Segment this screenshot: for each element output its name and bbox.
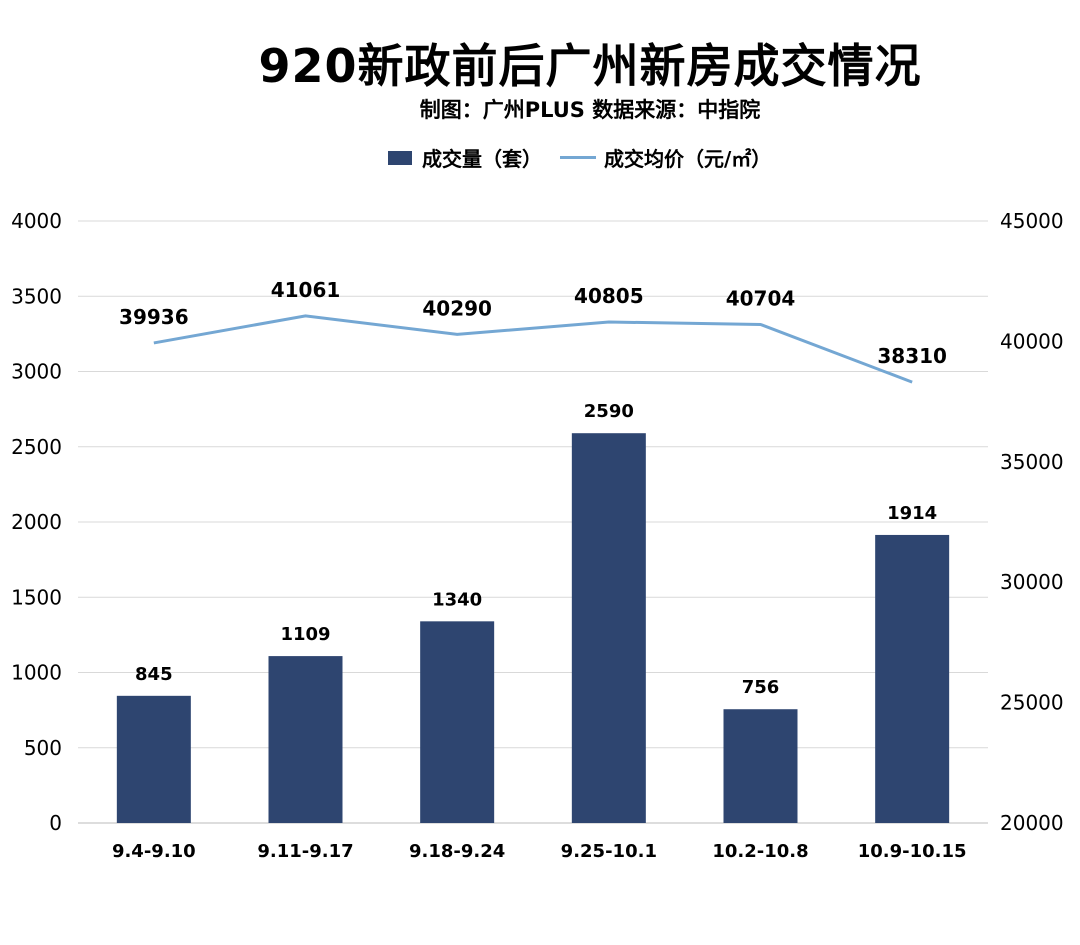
legend: 成交量（套） 成交均价（元/㎡） (388, 143, 771, 172)
line-data-label: 39936 (119, 305, 189, 329)
bar (723, 709, 798, 823)
legend-swatch-bar (388, 150, 412, 165)
left-tick-label: 4000 (11, 209, 62, 233)
line-data-label: 40704 (726, 286, 796, 310)
price-line (153, 314, 913, 384)
left-tick-label: 3500 (11, 284, 62, 308)
bar (420, 621, 495, 823)
x-tick-label: 9.18-9.24 (409, 841, 505, 862)
left-tick-label: 500 (24, 736, 62, 760)
left-tick-label: 1000 (11, 661, 62, 685)
bar (571, 433, 646, 823)
right-tick-label: 40000 (1000, 329, 1064, 353)
x-tick-label: 9.11-9.17 (257, 841, 353, 862)
left-tick-label: 1500 (11, 585, 62, 609)
bar (116, 695, 191, 823)
x-tick-label: 10.2-10.8 (712, 841, 808, 862)
bar (875, 534, 950, 823)
bar-data-label: 756 (742, 677, 780, 698)
right-tick-label: 45000 (1000, 209, 1064, 233)
bar-data-label: 2590 (584, 401, 634, 422)
chart-subtitle: 制图：广州PLUS 数据来源：中指院 (419, 98, 761, 122)
line-data-label: 40805 (574, 284, 644, 308)
right-tick-label: 30000 (1000, 570, 1064, 594)
chart-title: 920新政前后广州新房成交情况 (258, 39, 922, 93)
left-tick-label: 3000 (11, 360, 62, 384)
x-tick-label: 9.25-10.1 (561, 841, 657, 862)
line-data-label: 41061 (271, 278, 341, 302)
legend-label-volume: 成交量（套） (422, 147, 542, 171)
legend-label-price: 成交均价（元/㎡） (604, 147, 772, 171)
line-data-label: 38310 (877, 344, 947, 368)
left-tick-label: 2500 (11, 435, 62, 459)
x-tick-label: 9.4-9.10 (112, 841, 196, 862)
x-tick-label: 10.9-10.15 (858, 841, 967, 862)
bar-data-label: 1109 (280, 624, 330, 645)
bar-data-label: 1340 (432, 589, 482, 610)
right-tick-label: 25000 (1000, 691, 1064, 715)
legend-swatch-line (560, 156, 596, 159)
right-tick-label: 35000 (1000, 450, 1064, 474)
left-tick-label: 2000 (11, 510, 62, 534)
left-tick-label: 0 (49, 811, 62, 835)
bar-data-label: 845 (135, 664, 173, 685)
bar-data-label: 1914 (887, 503, 937, 524)
right-tick-label: 20000 (1000, 811, 1064, 835)
line-data-label: 40290 (422, 296, 492, 320)
bar (268, 656, 343, 823)
